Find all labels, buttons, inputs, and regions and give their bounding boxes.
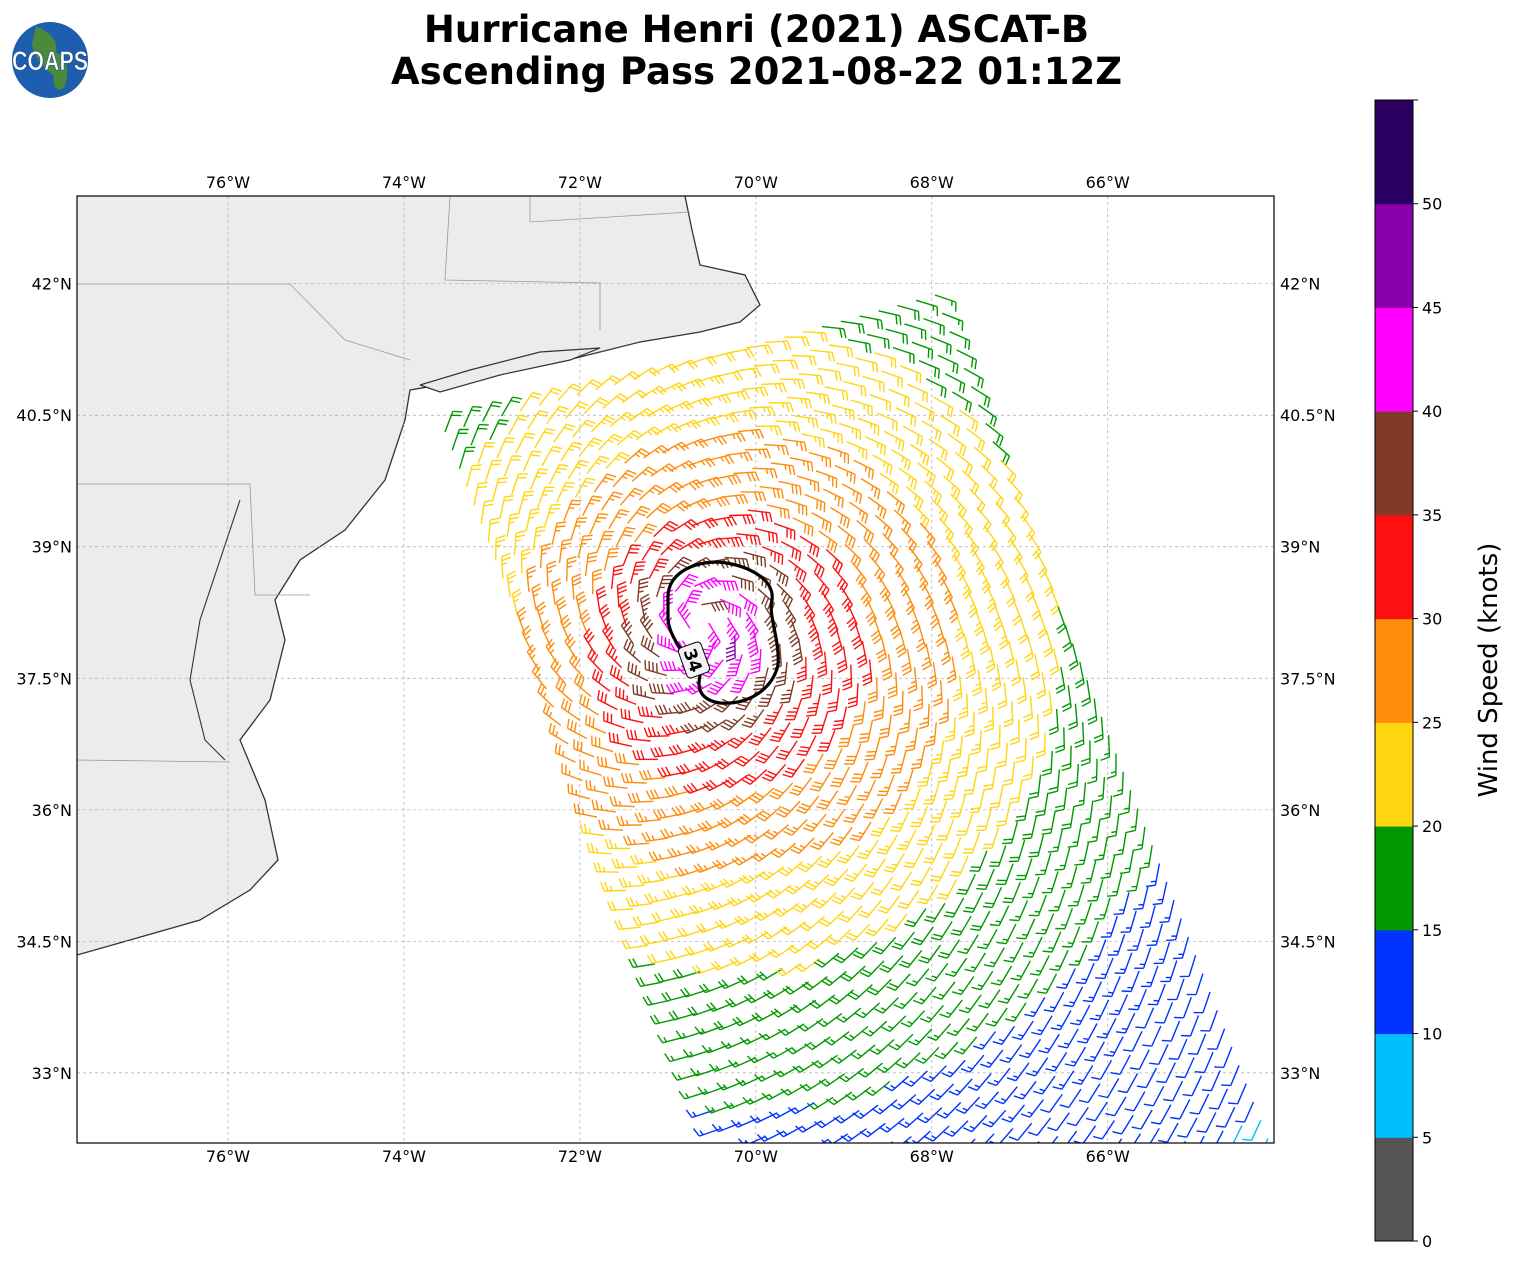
lon-tick-label-bottom: 74°W bbox=[382, 1147, 426, 1166]
lat-tick-label-right: 42°N bbox=[1280, 275, 1320, 294]
wind-barb bbox=[848, 1147, 874, 1160]
lat-tick-label-right: 37.5°N bbox=[1280, 669, 1336, 688]
lat-tick-label-right: 36°N bbox=[1280, 801, 1320, 820]
lat-tick-label-left: 42°N bbox=[32, 275, 72, 294]
colorbar-label: Wind Speed (knots) bbox=[1474, 543, 1504, 798]
colorbar-band bbox=[1375, 307, 1413, 411]
colorbar-tick-label: 20 bbox=[1422, 817, 1442, 836]
wind-barb bbox=[867, 1142, 892, 1155]
colorbar-band bbox=[1375, 1034, 1413, 1138]
lat-tick-label-right: 39°N bbox=[1280, 538, 1320, 557]
lat-tick-label-right: 34.5°N bbox=[1280, 932, 1336, 951]
colorbar-band bbox=[1375, 204, 1413, 308]
colorbar-tick-label: 5 bbox=[1422, 1128, 1432, 1147]
lat-tick-label-left: 39°N bbox=[32, 538, 72, 557]
lon-tick-label-top: 72°W bbox=[558, 173, 602, 192]
lon-tick-label-top: 66°W bbox=[1086, 173, 1130, 192]
lat-tick-label-right: 33°N bbox=[1280, 1064, 1320, 1083]
wind-barb bbox=[1165, 1141, 1185, 1160]
colorbar-band bbox=[1375, 515, 1413, 619]
lat-tick-label-left: 37.5°N bbox=[16, 669, 72, 688]
wind-barb bbox=[1230, 1144, 1249, 1164]
lon-tick-label-top: 76°W bbox=[206, 173, 250, 192]
colorbar-tick-label: 35 bbox=[1422, 506, 1442, 525]
colorbar-band bbox=[1375, 411, 1413, 515]
colorbar-band bbox=[1375, 619, 1413, 723]
wind-barb bbox=[1146, 1147, 1167, 1166]
lat-tick-label-left: 40.5°N bbox=[16, 406, 72, 425]
colorbar-band bbox=[1375, 100, 1413, 204]
lat-tick-label-right: 40.5°N bbox=[1280, 406, 1336, 425]
lon-tick-label-bottom: 66°W bbox=[1086, 1147, 1130, 1166]
lon-tick-label-bottom: 68°W bbox=[910, 1147, 954, 1166]
colorbar-tick-label: 50 bbox=[1422, 195, 1442, 214]
wind-barb bbox=[784, 1145, 810, 1156]
lat-tick-label-left: 34.5°N bbox=[16, 932, 72, 951]
colorbar-tick-label: 10 bbox=[1422, 1025, 1442, 1044]
colorbar: 0 5 10 15 20 25 30 35 40 45 50 bbox=[1375, 100, 1442, 1251]
colorbar-tick-label: 45 bbox=[1422, 298, 1442, 317]
lon-tick-label-bottom: 70°W bbox=[734, 1147, 778, 1166]
colorbar-tick-label: 25 bbox=[1422, 713, 1442, 732]
wind-barb bbox=[829, 1152, 855, 1164]
colorbar-band bbox=[1375, 930, 1413, 1034]
wind-map: 34 76°W76°W74°W74°W72°W72°W70°W70°W68°W6… bbox=[0, 0, 1513, 1264]
colorbar-band bbox=[1375, 722, 1413, 826]
lat-tick-label-left: 36°N bbox=[32, 801, 72, 820]
lon-tick-label-bottom: 72°W bbox=[558, 1147, 602, 1166]
lon-tick-label-top: 68°W bbox=[910, 173, 954, 192]
wind-barb bbox=[701, 1147, 728, 1154]
colorbar-tick-label: 40 bbox=[1422, 402, 1442, 421]
lat-tick-label-left: 33°N bbox=[32, 1064, 72, 1083]
wind-barb bbox=[1211, 1149, 1231, 1168]
colorbar-tick-label: 0 bbox=[1422, 1232, 1432, 1251]
wind-barb bbox=[997, 1147, 1020, 1164]
wind-barb bbox=[1016, 1142, 1039, 1159]
colorbar-band bbox=[1375, 1137, 1413, 1241]
wind-barb bbox=[978, 1152, 1002, 1168]
lon-tick-label-top: 74°W bbox=[382, 173, 426, 192]
colorbar-tick-label: 15 bbox=[1422, 921, 1442, 940]
colorbar-band bbox=[1375, 826, 1413, 930]
wind-barb bbox=[1062, 1149, 1084, 1167]
colorbar-tick-label: 30 bbox=[1422, 610, 1442, 629]
lon-tick-label-top: 70°W bbox=[734, 173, 778, 192]
lon-tick-label-bottom: 76°W bbox=[206, 1147, 250, 1166]
